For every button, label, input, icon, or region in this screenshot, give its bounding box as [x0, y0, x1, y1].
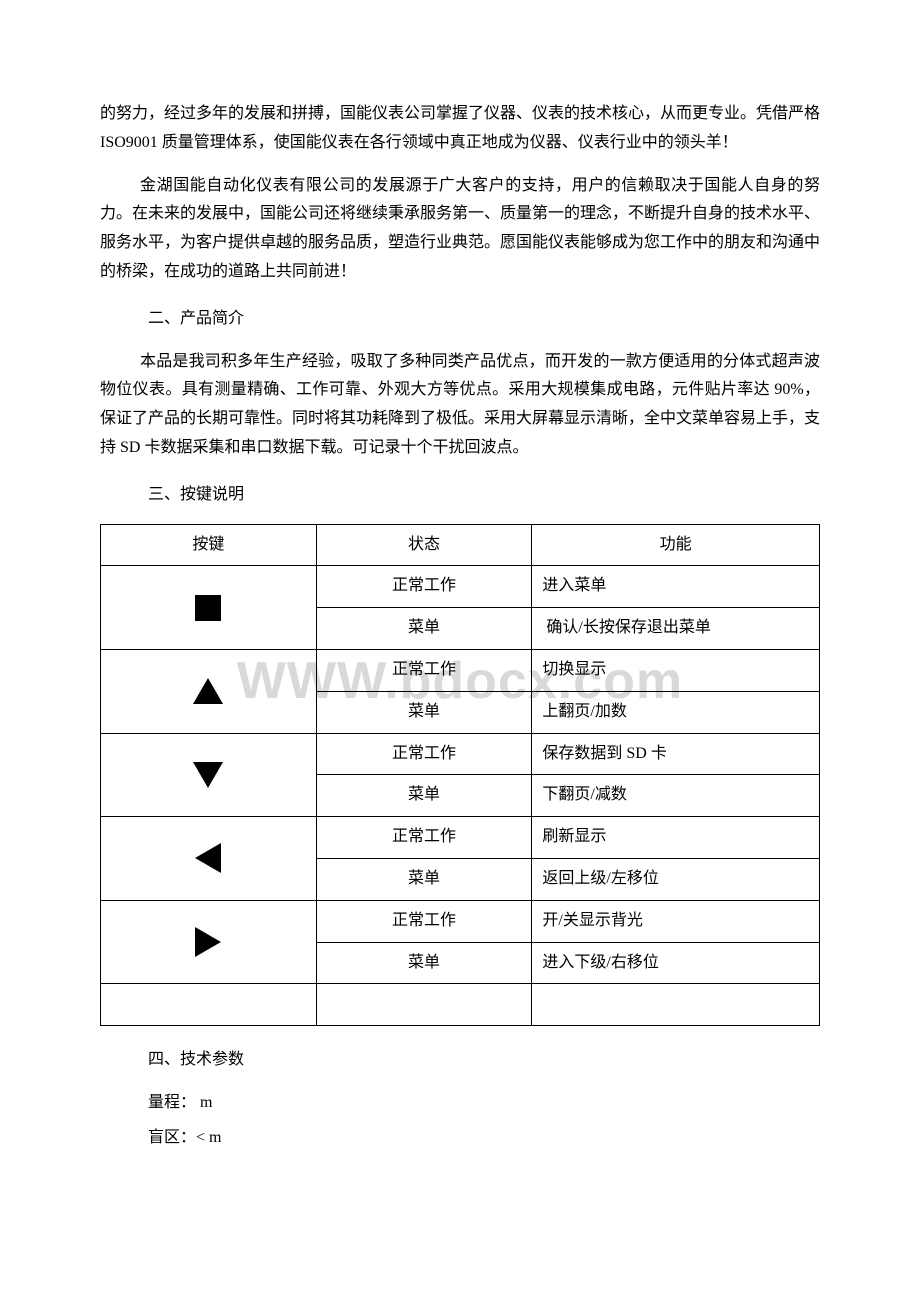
- func-cell: 保存数据到 SD 卡: [532, 733, 820, 775]
- state-cell: 正常工作: [316, 566, 532, 608]
- state-cell: 菜单: [316, 858, 532, 900]
- key-description-table: 按键 状态 功能 正常工作 进入菜单 菜单 确认/长按保存退出菜单 正常工作: [100, 524, 820, 1027]
- state-cell: 菜单: [316, 608, 532, 650]
- triangle-up-icon: [193, 678, 223, 704]
- state-cell: 菜单: [316, 775, 532, 817]
- table-header-row: 按键 状态 功能: [101, 524, 820, 566]
- state-cell: 正常工作: [316, 900, 532, 942]
- spec-range: 量程： m: [100, 1089, 820, 1118]
- header-key: 按键: [101, 524, 317, 566]
- square-icon: [195, 595, 221, 621]
- key-icon-cell: [101, 566, 317, 650]
- state-cell: 菜单: [316, 942, 532, 984]
- key-icon-cell: [101, 649, 317, 733]
- state-cell: 正常工作: [316, 817, 532, 859]
- state-cell: 菜单: [316, 691, 532, 733]
- section-2-title: 二、产品简介: [100, 305, 820, 334]
- table-row: 正常工作 切换显示: [101, 649, 820, 691]
- table-row: 正常工作 开/关显示背光: [101, 900, 820, 942]
- func-cell: 进入菜单: [532, 566, 820, 608]
- table-row: 正常工作 进入菜单: [101, 566, 820, 608]
- func-cell: 刷新显示: [532, 817, 820, 859]
- header-func: 功能: [532, 524, 820, 566]
- func-cell: 进入下级/右移位: [532, 942, 820, 984]
- func-cell: 确认/长按保存退出菜单: [532, 608, 820, 650]
- func-cell: 返回上级/左移位: [532, 858, 820, 900]
- triangle-left-icon: [195, 843, 221, 873]
- table-row-empty: [101, 984, 820, 1026]
- paragraph-company: 金湖国能自动化仪表有限公司的发展源于广大客户的支持，用户的信赖取决于国能人自身的…: [100, 172, 820, 287]
- table-row: 正常工作 保存数据到 SD 卡: [101, 733, 820, 775]
- key-icon-cell: [101, 817, 317, 901]
- key-icon-cell: [101, 733, 317, 817]
- header-state: 状态: [316, 524, 532, 566]
- section-4-title: 四、技术参数: [100, 1046, 820, 1075]
- key-icon-cell: [101, 900, 317, 984]
- paragraph-product-intro: 本品是我司积多年生产经验，吸取了多种同类产品优点，而开发的一款方便适用的分体式超…: [100, 348, 820, 463]
- document-body: 的努力，经过多年的发展和拼搏，国能仪表公司掌握了仪器、仪表的技术核心，从而更专业…: [100, 100, 820, 1153]
- spec-blind: 盲区：< m: [100, 1124, 820, 1153]
- func-cell: 切换显示: [532, 649, 820, 691]
- state-cell: 正常工作: [316, 733, 532, 775]
- triangle-down-icon: [193, 762, 223, 788]
- paragraph-continuation: 的努力，经过多年的发展和拼搏，国能仪表公司掌握了仪器、仪表的技术核心，从而更专业…: [100, 100, 820, 158]
- state-cell: 正常工作: [316, 649, 532, 691]
- func-cell: 下翻页/减数: [532, 775, 820, 817]
- func-cell: 上翻页/加数: [532, 691, 820, 733]
- triangle-right-icon: [195, 927, 221, 957]
- func-cell: 开/关显示背光: [532, 900, 820, 942]
- section-3-title: 三、按键说明: [100, 481, 820, 510]
- table-row: 正常工作 刷新显示: [101, 817, 820, 859]
